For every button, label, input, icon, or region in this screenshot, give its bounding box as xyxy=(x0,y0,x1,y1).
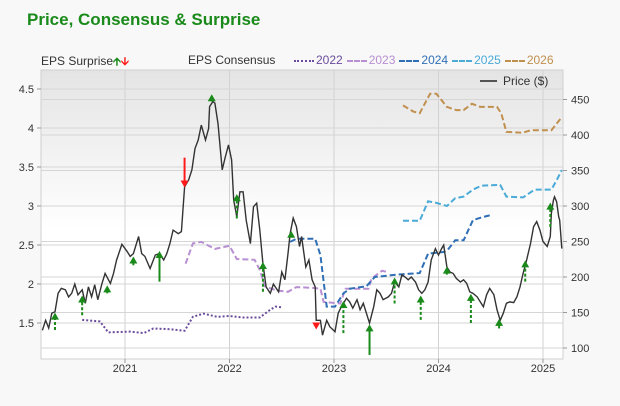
surprise-arrow-up xyxy=(50,312,59,331)
surprise-arrow-up xyxy=(258,261,267,292)
surprise-arrow-head xyxy=(495,318,504,326)
plot-area xyxy=(40,69,564,360)
surprise-arrow-up xyxy=(521,260,530,282)
right-tick-label: 150 xyxy=(571,308,589,320)
legend-swatch-2026 xyxy=(504,59,525,62)
consensus-line-2023 xyxy=(184,240,389,305)
surprise-arrow-head xyxy=(103,285,112,293)
x-tick-label: 2024 xyxy=(426,363,450,375)
surprise-arrow-head xyxy=(442,266,451,274)
legend-surprise-label: EPS Surprise xyxy=(41,54,114,68)
right-tick-label: 250 xyxy=(571,237,589,249)
surprise-arrow-up xyxy=(365,324,374,355)
left-tick-label: 1.5 xyxy=(19,318,34,330)
surprise-arrow-down xyxy=(312,322,321,330)
surprise-arrow-up xyxy=(339,300,348,334)
x-tick-label: 2021 xyxy=(113,363,137,375)
legend-years: 2022 2023 2024 2025 2026 xyxy=(290,53,554,67)
down-arrow-icon: 🡫 xyxy=(120,56,129,68)
surprise-arrow-up xyxy=(546,202,555,228)
surprise-arrow-up xyxy=(103,285,112,294)
surprise-arrow-down xyxy=(180,157,189,188)
legend-eps-consensus: EPS Consensus xyxy=(188,53,275,67)
left-tick-label: 3.5 xyxy=(19,162,34,174)
legend-swatch-2022 xyxy=(294,59,314,62)
surprise-arrow-head xyxy=(521,260,530,268)
left-tick-label: 2 xyxy=(28,279,34,291)
left-tick-label: 3 xyxy=(28,201,34,213)
right-tick-label: 200 xyxy=(571,272,589,284)
surprise-arrow-head xyxy=(365,324,374,332)
surprise-arrow-up xyxy=(129,256,138,266)
legend-swatch-2025 xyxy=(452,59,473,62)
surprise-arrow-head xyxy=(416,295,425,303)
surprise-arrow-up xyxy=(390,277,399,304)
surprise-arrow-head xyxy=(129,256,138,264)
surprise-arrow-head xyxy=(232,194,241,202)
legend-consensus-years: 2022 2023 2024 2025 2026 xyxy=(290,53,554,67)
right-tick-label: 100 xyxy=(571,343,589,355)
surprise-arrow-up xyxy=(78,295,87,316)
surprise-arrow-up xyxy=(232,194,241,219)
right-tick-label: 300 xyxy=(571,201,589,213)
surprise-arrow-head xyxy=(546,202,555,210)
price-line xyxy=(41,100,563,336)
surprise-arrow-head xyxy=(390,277,399,285)
consensus-line-2026 xyxy=(402,92,563,134)
legend-swatch-2024 xyxy=(399,59,420,62)
legend-year-2026: 2026 xyxy=(526,53,554,67)
chart-title: Price, Consensus & Surprise xyxy=(27,10,261,29)
legend-price-label: Price ($) xyxy=(503,74,548,88)
surprise-arrow-head xyxy=(78,295,87,303)
surprise-arrow-head xyxy=(180,180,189,188)
surprise-arrow-up xyxy=(155,251,164,282)
surprise-arrow-head xyxy=(258,261,267,269)
surprise-arrow-head xyxy=(207,94,216,102)
surprise-arrow-up xyxy=(442,266,451,275)
surprise-arrow-up xyxy=(466,293,475,323)
x-tick-label: 2023 xyxy=(322,363,346,375)
surprise-arrow-head xyxy=(339,300,348,308)
up-arrow-icon: 🡩 xyxy=(113,56,121,68)
legend-year-2023: 2023 xyxy=(368,53,396,67)
x-tick-label: 2022 xyxy=(217,363,241,375)
right-tick-label: 350 xyxy=(571,166,589,178)
x-tick-label: 2025 xyxy=(531,363,555,375)
surprise-arrow-up xyxy=(207,94,216,102)
legend-year-2025: 2025 xyxy=(474,53,501,67)
surprise-arrow-up xyxy=(495,318,504,329)
consensus-line-2024 xyxy=(289,214,490,308)
surprise-arrow-head xyxy=(50,312,59,320)
legend-swatch-2023 xyxy=(346,59,367,62)
surprise-arrow-up xyxy=(287,230,296,238)
right-tick-label: 450 xyxy=(571,95,589,107)
legend-eps-surprise: EPS Surprise🡩🡫 xyxy=(41,53,129,72)
surprise-arrow-head xyxy=(155,251,164,259)
legend-year-2022: 2022 xyxy=(316,53,343,67)
legend-price: Price ($) xyxy=(480,74,548,88)
left-tick-label: 4 xyxy=(28,123,34,135)
consensus-line-2022 xyxy=(82,305,282,335)
surprise-arrow-head xyxy=(287,230,296,238)
consensus-line-2025 xyxy=(403,169,563,222)
left-tick-label: 4.5 xyxy=(19,84,34,96)
legend-year-2024: 2024 xyxy=(421,53,449,67)
surprise-arrow-head xyxy=(466,293,475,301)
left-tick-label: 2.5 xyxy=(19,240,34,252)
surprise-arrow-up xyxy=(416,295,425,320)
legend-consensus-label: EPS Consensus xyxy=(188,53,276,67)
surprise-arrow-head xyxy=(312,322,321,330)
right-tick-label: 400 xyxy=(571,130,589,142)
